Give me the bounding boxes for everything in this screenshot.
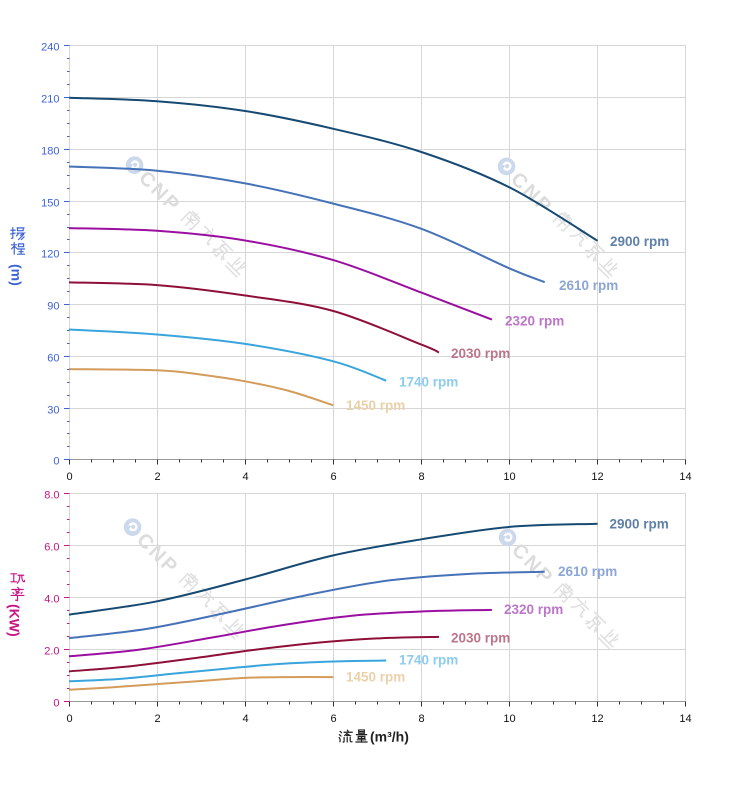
svg-text:(KW): (KW) — [7, 604, 23, 637]
svg-text:2030 rpm: 2030 rpm — [451, 346, 510, 361]
svg-text:2610 rpm: 2610 rpm — [559, 278, 618, 293]
svg-text:2030 rpm: 2030 rpm — [451, 631, 510, 646]
svg-text:10: 10 — [503, 471, 515, 483]
svg-text:2: 2 — [154, 713, 160, 725]
svg-text:4.0: 4.0 — [44, 593, 59, 605]
svg-text:14: 14 — [679, 713, 691, 725]
svg-text:240: 240 — [41, 41, 59, 53]
svg-text:60: 60 — [47, 352, 59, 364]
svg-text:12: 12 — [591, 471, 603, 483]
svg-text:1740 rpm: 1740 rpm — [399, 653, 458, 668]
svg-text:8: 8 — [418, 471, 424, 483]
svg-text:0: 0 — [66, 713, 72, 725]
svg-text:12: 12 — [591, 713, 603, 725]
svg-text:150: 150 — [41, 197, 59, 209]
svg-text:6.0: 6.0 — [44, 541, 59, 553]
svg-text:0: 0 — [53, 455, 59, 467]
svg-text:8.0: 8.0 — [44, 489, 59, 501]
svg-text:2900 rpm: 2900 rpm — [610, 234, 669, 249]
svg-text:14: 14 — [679, 471, 691, 483]
svg-text:2610 rpm: 2610 rpm — [558, 564, 617, 579]
svg-text:2.0: 2.0 — [44, 645, 59, 657]
svg-text:4: 4 — [242, 713, 248, 725]
svg-text:6: 6 — [330, 471, 336, 483]
svg-text:2320 rpm: 2320 rpm — [504, 602, 563, 617]
svg-text:180: 180 — [41, 145, 59, 157]
svg-text:90: 90 — [47, 300, 59, 312]
svg-text:120: 120 — [41, 248, 59, 260]
svg-text:1740 rpm: 1740 rpm — [399, 375, 458, 390]
svg-text:0: 0 — [66, 471, 72, 483]
svg-text:8: 8 — [418, 713, 424, 725]
svg-text:1450 rpm: 1450 rpm — [346, 670, 405, 685]
svg-text:30: 30 — [47, 404, 59, 416]
svg-text:210: 210 — [41, 93, 59, 105]
svg-text:(m³/h): (m³/h) — [370, 729, 409, 745]
svg-text:1450 rpm: 1450 rpm — [346, 398, 405, 413]
svg-text:0: 0 — [53, 697, 59, 709]
svg-text:10: 10 — [503, 713, 515, 725]
svg-text:4: 4 — [242, 471, 248, 483]
svg-text:(m): (m) — [9, 264, 25, 286]
svg-text:2320 rpm: 2320 rpm — [505, 314, 564, 329]
svg-text:2900 rpm: 2900 rpm — [610, 517, 669, 532]
svg-text:6: 6 — [330, 713, 336, 725]
svg-text:2: 2 — [154, 471, 160, 483]
